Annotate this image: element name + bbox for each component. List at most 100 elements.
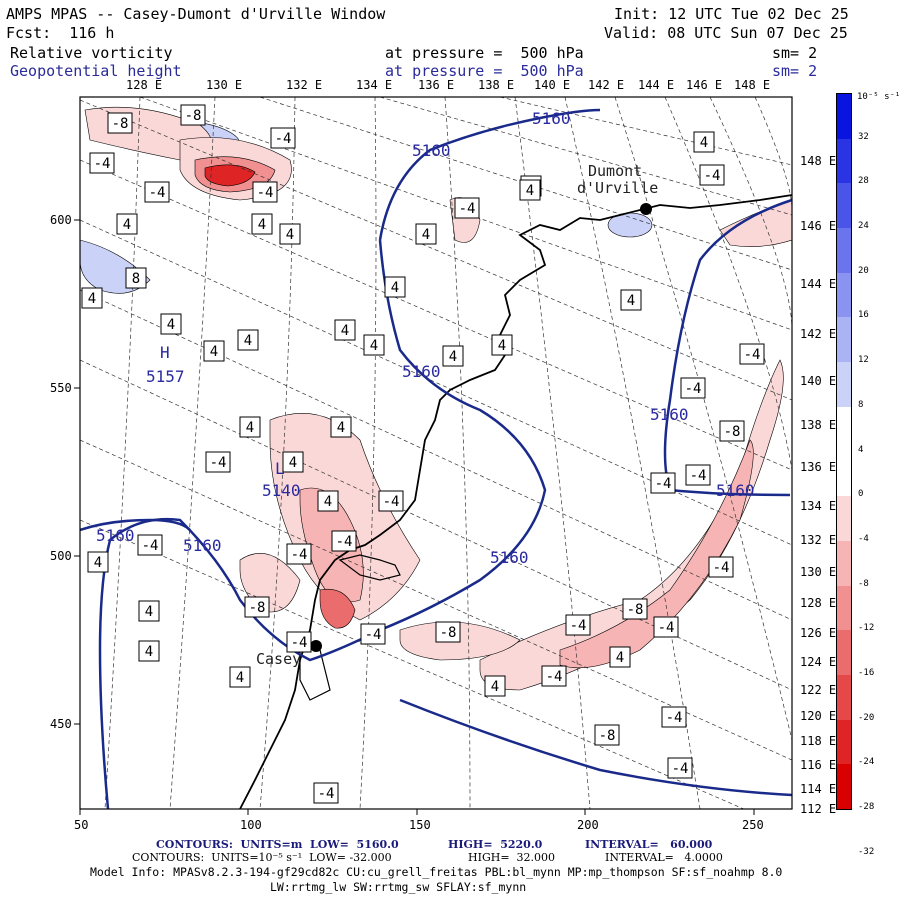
top-lon-label: 144 E — [638, 78, 675, 92]
vorticity-label-text: -8 — [112, 116, 129, 132]
vorticity-label-box: 4 — [251, 213, 273, 235]
vorticity-label-box: -8 — [719, 420, 745, 442]
colorbar-cell — [837, 496, 851, 541]
vorticity-label-box: -4 — [739, 343, 765, 365]
colorbar-tick-label: 4 — [858, 444, 864, 455]
height-contour-label: 5160 — [96, 526, 135, 545]
right-lon-label: 144 E — [800, 277, 837, 291]
colorbar-cell — [837, 317, 851, 363]
colorbar-cell — [837, 719, 851, 765]
right-lon-label: 116 E — [800, 758, 837, 772]
vorticity-label-box: 4 — [138, 600, 160, 622]
vorticity-label-box: -4 — [653, 616, 679, 638]
vorticity-label-text: 4 — [167, 317, 175, 333]
x-tick-label: 250 — [742, 818, 764, 832]
vorticity-label-box: -4 — [252, 181, 278, 203]
colorbar-cell — [837, 228, 851, 273]
colorbar-cell — [837, 362, 851, 407]
vorticity-label-text: 4 — [244, 333, 252, 349]
vorticity-label-box: -4 — [270, 127, 296, 149]
x-tick-label: 150 — [409, 818, 431, 832]
casey-station-marker — [310, 640, 322, 652]
vorticity-contour-interval: INTERVAL= 4.0000 — [605, 851, 723, 864]
height-contour-label: 5157 — [146, 367, 185, 386]
vorticity-label-box: -8 — [107, 112, 133, 134]
vorticity-label-box: 4 — [363, 334, 385, 356]
colorbar-tick-label: 0 — [858, 489, 864, 500]
height-contour-label: 5160 — [490, 548, 529, 567]
vorticity-label-text: -4 — [744, 347, 761, 363]
colorbar-cell — [837, 406, 851, 452]
vorticity-label-box: -4 — [680, 377, 706, 399]
vorticity-label-box: 4 — [116, 213, 138, 235]
colorbar-cell — [837, 540, 851, 586]
vorticity-label-box: 4 — [237, 329, 259, 351]
vorticity-label-box: -4 — [205, 451, 231, 473]
vorticity-label-box: 4 — [229, 666, 251, 688]
vorticity-label-box: -4 — [144, 181, 170, 203]
vorticity-label-box: 4 — [81, 287, 103, 309]
vorticity-label-box: -4 — [454, 197, 480, 219]
vorticity-label-box: 4 — [203, 340, 225, 362]
right-lon-label: 138 E — [800, 418, 837, 432]
vorticity-label-box: 4 — [160, 313, 182, 335]
y-tick-label: 600 — [50, 213, 72, 227]
colorbar-cell — [837, 272, 851, 318]
top-lon-label: 138 E — [478, 78, 515, 92]
vorticity-label-text: 4 — [88, 291, 96, 307]
vorticity-label-box: -8 — [594, 724, 620, 746]
vorticity-label-text: 4 — [246, 420, 254, 436]
colorbar-tick-label: -16 — [858, 667, 875, 678]
vorticity-label-text: -4 — [658, 620, 675, 636]
axis-ticks — [74, 219, 755, 815]
height-contour-label: 5160 — [650, 405, 689, 424]
vorticity-label-text: 4 — [145, 644, 153, 660]
vorticity-label-box: -8 — [435, 621, 461, 643]
high-marker: H — [160, 343, 170, 362]
dumont-durville-station-marker — [640, 203, 652, 215]
field2-smoothing: sm= 2 — [772, 62, 818, 80]
colorbar-cell — [837, 94, 851, 139]
vorticity-label-text: 4 — [145, 604, 153, 620]
right-lon-label: 142 E — [800, 327, 837, 341]
vorticity-label-text: 4 — [236, 670, 244, 686]
colorbar-tick-label: 32 — [858, 131, 869, 142]
right-lon-label: 120 E — [800, 709, 837, 723]
vorticity-label-text: 4 — [324, 494, 332, 510]
vorticity-label-box: 4 — [484, 675, 506, 697]
vorticity-label-text: -4 — [142, 538, 159, 554]
vorticity-label-text: 4 — [289, 455, 297, 471]
vorticity-label-text: 4 — [94, 555, 102, 571]
height-contour-label: 5160 — [532, 109, 571, 128]
vorticity-label-box: 4 — [282, 451, 304, 473]
coastline — [239, 194, 792, 809]
colorbar-tick-label: 24 — [858, 221, 869, 232]
vorticity-label-text: 4 — [337, 420, 345, 436]
colorbar-tick-label: 20 — [858, 265, 869, 276]
valid-time: Valid: 08 UTC Sun 07 Dec 25 — [604, 24, 848, 42]
colorbar-tick-label: 16 — [858, 310, 869, 321]
vorticity-label-text: -8 — [249, 600, 266, 616]
vorticity-label-box: 4 — [620, 289, 642, 311]
vorticity-label-box: 4 — [87, 551, 109, 573]
y-tick-label: 450 — [50, 717, 72, 731]
vorticity-label-box: -8 — [244, 596, 270, 618]
vorticity-label-box: -4 — [565, 614, 591, 636]
top-lon-label: 142 E — [588, 78, 625, 92]
vorticity-label-text: -4 — [365, 627, 382, 643]
colorbar-cell — [837, 451, 851, 497]
x-tick-label: 50 — [74, 818, 89, 832]
right-lon-label: 136 E — [800, 460, 837, 474]
vorticity-label-text: -4 — [291, 547, 308, 563]
colorbar-tick-label: -8 — [858, 578, 869, 589]
vorticity-label-text: 4 — [391, 280, 399, 296]
field1-level: at pressure = 500 hPa — [385, 44, 584, 62]
field2-level: at pressure = 500 hPa — [385, 62, 584, 80]
colorbar-tick-label: -12 — [858, 623, 875, 634]
y-tick-label: 500 — [50, 549, 72, 563]
colorbar-tick-label: -32 — [858, 846, 875, 857]
vorticity-label-box: 8 — [125, 267, 147, 289]
colorbar-unit: 10⁻⁵ s⁻¹ — [857, 92, 900, 102]
vorticity-label-text: -4 — [257, 185, 274, 201]
